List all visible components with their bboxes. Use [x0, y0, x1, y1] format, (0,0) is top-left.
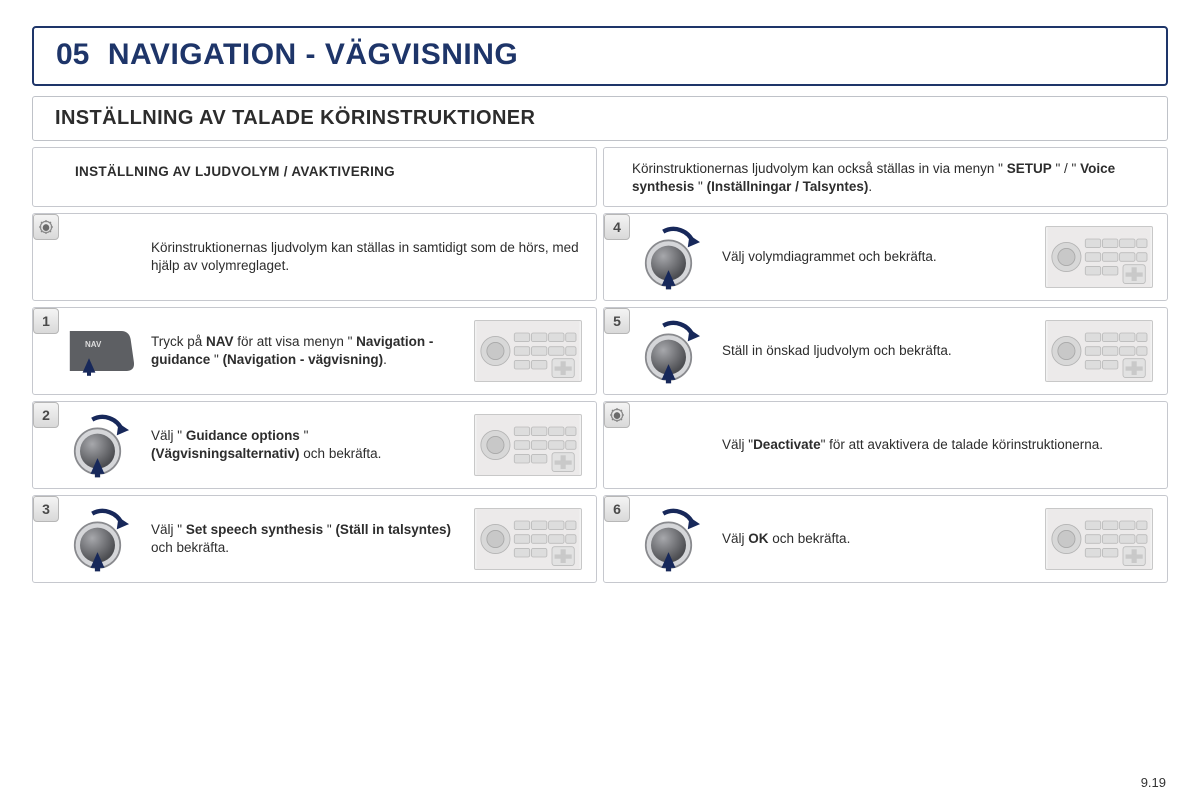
section-title: NAVIGATION - VÄGVISNING: [108, 38, 518, 71]
step-text: Välj volymdiagrammet och bekräfta.: [722, 248, 1031, 266]
rotary-knob-icon: [637, 224, 707, 290]
step-text: Ställ in önskad ljudvolym och bekräfta.: [722, 342, 1031, 360]
step-panel: 2 Välj " Guidance options " (Vägvisnings…: [32, 401, 597, 489]
volume-heading: INSTÄLLNING AV LJUDVOLYM / AVAKTIVERING: [47, 158, 582, 183]
console-thumbnail: [475, 509, 581, 569]
tip-bulb-icon: [609, 407, 625, 423]
step-panel: Välj "Deactivate" för att avaktivera de …: [603, 401, 1168, 489]
step-text: Välj " Guidance options " (Vägvisningsal…: [151, 427, 460, 463]
headings-row: INSTÄLLNING AV LJUDVOLYM / AVAKTIVERING …: [32, 147, 1168, 207]
nav-button-icon: NAV: [65, 324, 137, 378]
console-thumb: [1045, 508, 1153, 570]
step-number-badge: 5: [604, 308, 630, 334]
setup-note: Körinstruktionernas ljudvolym kan också …: [618, 158, 1153, 196]
rotary-knob-icon: [66, 412, 136, 478]
step-panel: 1 NAV Tryck på NAV för att visa menyn " …: [32, 307, 597, 395]
step-text: Välj OK och bekräfta.: [722, 530, 1031, 548]
step-icon: NAV: [47, 324, 137, 378]
step-icon: [618, 506, 708, 572]
section-header: 05 NAVIGATION - VÄGVISNING: [32, 26, 1168, 86]
right-heading-panel: Körinstruktionernas ljudvolym kan också …: [603, 147, 1168, 207]
step-number-badge: 1: [33, 308, 59, 334]
tip-bulb-icon: [38, 219, 54, 235]
tip-badge: [33, 214, 59, 240]
left-heading-panel: INSTÄLLNING AV LJUDVOLYM / AVAKTIVERING: [32, 147, 597, 207]
step-icon: [618, 224, 708, 290]
step-panel: 6 Välj OK och bekräfta.: [603, 495, 1168, 583]
step-icon: [47, 412, 137, 478]
step-text: Körinstruktionernas ljudvolym kan ställa…: [151, 239, 582, 275]
section-number: 05: [56, 38, 89, 71]
step-row: 3 Välj " Set speech synthesis " (Ställ i…: [32, 495, 1168, 583]
step-row: 1 NAV Tryck på NAV för att visa menyn " …: [32, 307, 1168, 395]
console-thumb: [474, 320, 582, 382]
step-text: Tryck på NAV för att visa menyn " Naviga…: [151, 333, 460, 369]
step-panel: 4 Välj volymdiagrammet och bekräfta.: [603, 213, 1168, 301]
svg-text:NAV: NAV: [85, 340, 102, 349]
console-thumbnail: [1046, 321, 1152, 381]
console-thumb: [474, 508, 582, 570]
console-thumb: [1045, 226, 1153, 288]
step-panel: 5 Ställ in önskad ljudvolym och bekräfta…: [603, 307, 1168, 395]
step-text: Välj "Deactivate" för att avaktivera de …: [722, 436, 1153, 454]
rotary-knob-icon: [637, 318, 707, 384]
step-number-badge: 6: [604, 496, 630, 522]
console-thumbnail: [1046, 509, 1152, 569]
step-number-badge: 2: [33, 402, 59, 428]
step-number-badge: 4: [604, 214, 630, 240]
step-number-badge: 3: [33, 496, 59, 522]
page-number: 9.19: [1141, 775, 1166, 790]
step-row: 2 Välj " Guidance options " (Vägvisnings…: [32, 401, 1168, 489]
step-icon: [47, 506, 137, 572]
rotary-knob-icon: [637, 506, 707, 572]
step-panel: 3 Välj " Set speech synthesis " (Ställ i…: [32, 495, 597, 583]
tip-badge: [604, 402, 630, 428]
step-panel: Körinstruktionernas ljudvolym kan ställa…: [32, 213, 597, 301]
console-thumbnail: [475, 415, 581, 475]
step-text: Välj " Set speech synthesis " (Ställ in …: [151, 521, 460, 557]
rotary-knob-icon: [66, 506, 136, 572]
console-thumb: [1045, 320, 1153, 382]
step-row: Körinstruktionernas ljudvolym kan ställa…: [32, 213, 1168, 301]
console-thumb: [474, 414, 582, 476]
step-icon: [618, 318, 708, 384]
console-thumbnail: [1046, 227, 1152, 287]
console-thumbnail: [475, 321, 581, 381]
subsection-title: INSTÄLLNING AV TALADE KÖRINSTRUKTIONER: [32, 96, 1168, 141]
